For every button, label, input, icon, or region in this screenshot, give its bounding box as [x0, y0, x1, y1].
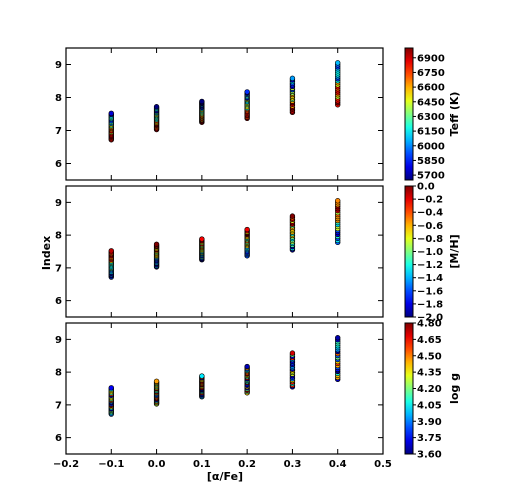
data-point [289, 350, 296, 356]
y-tick-label: 8 [55, 368, 62, 379]
data-point [199, 98, 205, 105]
colorbar-tick-label: −2.0 [417, 313, 443, 324]
colorbar-tick-label: 3.60 [417, 450, 442, 461]
colorbar-tick-label: 6000 [417, 141, 445, 152]
data-point [244, 89, 250, 95]
colorbar-tick-label: 0.0 [417, 182, 435, 193]
colorbar-tick-label: −0.2 [417, 195, 443, 206]
colorbar-tick-label: 3.90 [417, 417, 442, 428]
data-point [335, 335, 341, 341]
colorbar-tick-label: −1.2 [417, 260, 443, 271]
x-axis-label: [α/Fe] [207, 470, 243, 483]
y-tick-label: 7 [55, 126, 62, 137]
colorbar-tick-label: 6150 [417, 127, 445, 138]
data-point [244, 363, 250, 370]
panel-frame-1 [65, 47, 384, 181]
colorbar-tick-label: −1.8 [417, 299, 443, 310]
data-point [199, 236, 205, 242]
data-point [108, 385, 114, 391]
data-point [244, 226, 250, 233]
y-tick-label: 6 [55, 433, 62, 444]
x-tick-label: −0.1 [98, 459, 124, 470]
colorbar-label-1: Teff (K) [448, 92, 461, 137]
data-point [335, 60, 341, 66]
y-tick-label: 8 [55, 93, 62, 104]
data-point [153, 104, 160, 110]
panel-frame-2 [65, 185, 384, 318]
y-axis-label: Index [40, 236, 53, 270]
data-point [108, 248, 114, 254]
panel-frame-3 [65, 322, 384, 455]
data-point [108, 110, 114, 117]
x-tick-label: 0.1 [193, 459, 211, 470]
data-point [335, 198, 341, 204]
y-tick-label: 9 [55, 335, 62, 346]
data-point [289, 75, 296, 82]
colorbar-1 [404, 47, 414, 181]
y-tick-label: 8 [55, 231, 62, 242]
colorbar-label-2: [M/H] [448, 234, 461, 268]
colorbar-3 [404, 322, 414, 455]
x-tick-label: 0.5 [374, 459, 392, 470]
x-tick-label: −0.2 [53, 459, 79, 470]
data-point [153, 241, 160, 247]
x-tick-label: 0.2 [238, 459, 256, 470]
data-point [289, 213, 296, 219]
y-tick-label: 7 [55, 400, 62, 411]
x-tick-label: 0.4 [329, 459, 347, 470]
colorbar-tick-label: −0.4 [417, 208, 443, 219]
colorbar-tick-label: 6300 [417, 112, 445, 123]
y-tick-label: 6 [55, 296, 62, 307]
y-tick-label: 9 [55, 198, 62, 209]
colorbar-tick-label: 3.75 [417, 433, 442, 444]
x-tick-label: 0.3 [284, 459, 302, 470]
colorbar-label-3: log g [448, 373, 461, 404]
colorbar-tick-label: 4.05 [417, 400, 442, 411]
y-tick-label: 9 [55, 60, 62, 71]
colorbar-tick-label: −1.6 [417, 286, 443, 297]
y-tick-label: 7 [55, 263, 62, 274]
colorbar-tick-label: 6750 [417, 68, 445, 79]
colorbar-tick-label: 6450 [417, 97, 445, 108]
colorbar-tick-label: 4.20 [417, 384, 442, 395]
colorbar-tick-label: 4.80 [417, 319, 442, 330]
colorbar-tick-label: 4.65 [417, 335, 442, 346]
x-tick-label: 0.0 [148, 459, 166, 470]
colorbar-tick-label: 6600 [417, 83, 445, 94]
colorbar-tick-label: 4.35 [417, 368, 442, 379]
colorbar-tick-label: 5700 [417, 171, 445, 182]
colorbar-tick-label: 4.50 [417, 351, 442, 362]
colorbar-tick-label: 6900 [417, 53, 445, 64]
colorbar-tick-label: −0.8 [417, 234, 443, 245]
colorbar-tick-label: −1.0 [417, 247, 443, 258]
data-point [153, 378, 160, 384]
data-point [199, 373, 205, 379]
colorbar-tick-label: −0.6 [417, 221, 443, 232]
colorbar-2 [404, 185, 414, 318]
colorbar-tick-label: −1.4 [417, 273, 443, 284]
y-tick-label: 6 [55, 159, 62, 170]
colorbar-tick-label: 5850 [417, 156, 445, 167]
